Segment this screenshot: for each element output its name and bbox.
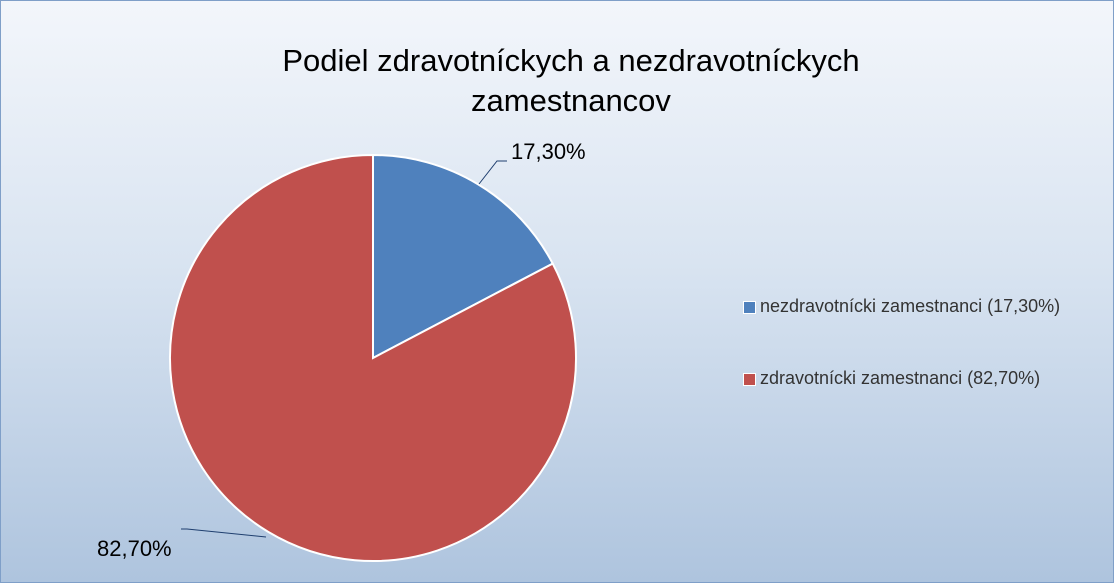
legend-item: zdravotnícki zamestnanci (82,70%) (743, 366, 1114, 391)
legend-label: nezdravotnícki zamestnanci (17,30%) (760, 296, 1061, 316)
data-label: 82,70% (97, 536, 172, 561)
legend-label: zdravotnícki zamestnanci (82,70%) (760, 368, 1041, 388)
legend-swatch (743, 373, 756, 386)
data-label: 17,30% (511, 139, 586, 164)
pie-slice (372, 153, 555, 360)
leader-line (478, 160, 507, 185)
leader-line (181, 528, 267, 538)
legend-swatch (743, 301, 756, 314)
legend-item: nezdravotnícki zamestnanci (17,30%) (743, 294, 1073, 319)
chart-title: Podiel zdravotníckych a nezdravotníckych… (282, 43, 860, 118)
pie-slice (169, 153, 577, 562)
